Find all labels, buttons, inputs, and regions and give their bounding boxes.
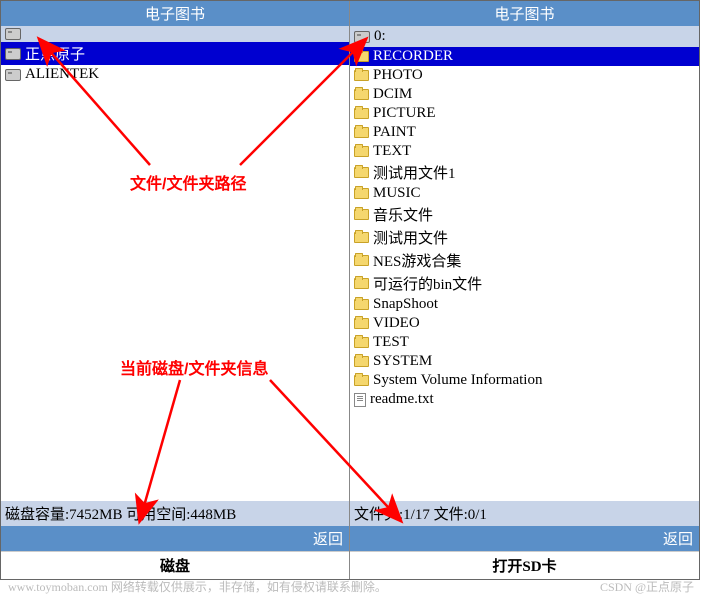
list-item[interactable]: 正点原子 [1, 42, 349, 65]
list-item[interactable]: DCIM [350, 85, 699, 104]
item-label: 音乐文件 [373, 204, 433, 225]
file-icon [354, 393, 366, 407]
folder-icon [354, 127, 369, 138]
folder-icon [354, 255, 369, 266]
annotation-info-label: 当前磁盘/文件夹信息 [120, 355, 268, 379]
item-label: VIDEO [373, 315, 420, 332]
folder-icon [354, 167, 369, 178]
folder-icon [354, 51, 369, 62]
item-label: 测试用文件 [373, 227, 448, 248]
item-label: 可运行的bin文件 [373, 273, 482, 294]
folder-icon [354, 318, 369, 329]
right-caption: 打开SD卡 [350, 551, 699, 579]
list-item[interactable]: PICTURE [350, 104, 699, 123]
disk-icon [5, 69, 21, 81]
item-label: PICTURE [373, 105, 436, 122]
item-label: 测试用文件1 [373, 162, 456, 183]
list-item[interactable]: TEXT [350, 142, 699, 161]
right-status: 文件夹:1/17 文件:0/1 [350, 501, 699, 526]
main-container: 电子图书 正点原子 ALIENTEK 磁盘容量:7452MB 可用空间:448MB… [0, 0, 700, 580]
folder-icon [354, 375, 369, 386]
item-label: ALIENTEK [25, 66, 99, 83]
list-item[interactable]: 音乐文件 [350, 203, 699, 226]
item-label: DCIM [373, 86, 412, 103]
watermark-right: CSDN @正点原子 [600, 578, 694, 595]
right-file-list: RECORDER PHOTO DCIM PICTURE PAINT TEXT 测试用文件1 M… [350, 47, 699, 501]
list-item[interactable]: NES游戏合集 [350, 249, 699, 272]
item-label: TEST [373, 334, 409, 351]
left-file-list: 正点原子 ALIENTEK [1, 42, 349, 501]
list-item[interactable]: 测试用文件1 [350, 161, 699, 184]
left-title: 电子图书 [1, 1, 349, 26]
folder-icon [354, 299, 369, 310]
list-item[interactable]: SnapShoot [350, 295, 699, 314]
left-path-bar[interactable] [1, 26, 349, 42]
annotation-path-label: 文件/文件夹路径 [130, 170, 246, 194]
folder-icon [354, 89, 369, 100]
list-item[interactable]: ALIENTEK [1, 65, 349, 84]
right-title: 电子图书 [350, 1, 699, 26]
item-label: TEXT [373, 143, 411, 160]
folder-icon [354, 70, 369, 81]
folder-icon [354, 146, 369, 157]
disk-icon [354, 31, 370, 43]
item-label: NES游戏合集 [373, 250, 461, 271]
list-item[interactable]: RECORDER [350, 47, 699, 66]
item-label: PHOTO [373, 67, 423, 84]
item-label: readme.txt [370, 391, 434, 408]
list-item[interactable]: SYSTEM [350, 352, 699, 371]
list-item[interactable]: readme.txt [350, 390, 699, 409]
folder-icon [354, 232, 369, 243]
list-item[interactable]: TEST [350, 333, 699, 352]
item-label: SnapShoot [373, 296, 438, 313]
list-item[interactable]: VIDEO [350, 314, 699, 333]
item-label: 正点原子 [25, 43, 85, 64]
folder-icon [354, 278, 369, 289]
disk-icon [5, 28, 21, 40]
watermark-left: www.toymoban.com 网络转载仅供展示，非存储，如有侵权请联系删除。 [8, 578, 387, 595]
right-return[interactable]: 返回 [350, 526, 699, 551]
right-path-bar[interactable]: 0: [350, 26, 699, 47]
list-item[interactable]: System Volume Information [350, 371, 699, 390]
item-label: PAINT [373, 124, 416, 141]
folder-icon [354, 337, 369, 348]
list-item[interactable]: MUSIC [350, 184, 699, 203]
list-item[interactable]: 可运行的bin文件 [350, 272, 699, 295]
left-status: 磁盘容量:7452MB 可用空间:448MB [1, 501, 349, 526]
folder-icon [354, 356, 369, 367]
right-panel: 电子图书 0: RECORDER PHOTO DCIM PICTURE PAINT TEX… [350, 1, 699, 579]
list-item[interactable]: 测试用文件 [350, 226, 699, 249]
folder-icon [354, 209, 369, 220]
disk-icon [5, 48, 21, 60]
folder-icon [354, 188, 369, 199]
left-panel: 电子图书 正点原子 ALIENTEK 磁盘容量:7452MB 可用空间:448MB… [1, 1, 350, 579]
item-label: SYSTEM [373, 353, 432, 370]
left-caption: 磁盘 [1, 551, 349, 579]
left-return[interactable]: 返回 [1, 526, 349, 551]
list-item[interactable]: PAINT [350, 123, 699, 142]
item-label: System Volume Information [373, 372, 542, 389]
right-path-text: 0: [374, 28, 386, 45]
item-label: MUSIC [373, 185, 421, 202]
folder-icon [354, 108, 369, 119]
list-item[interactable]: PHOTO [350, 66, 699, 85]
item-label: RECORDER [373, 48, 453, 65]
